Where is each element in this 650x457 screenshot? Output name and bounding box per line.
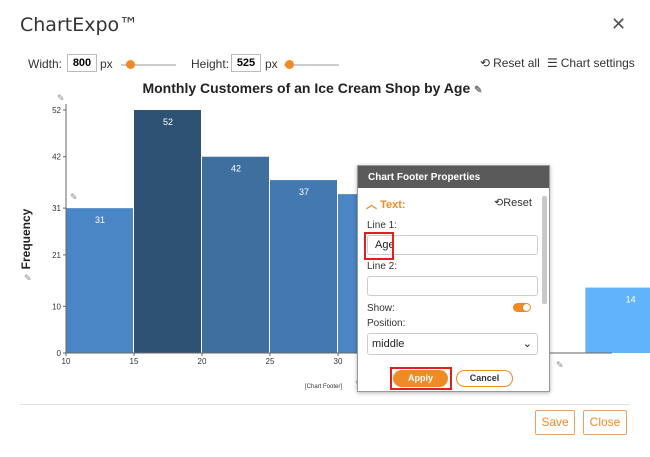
histogram-chart: 315242371401021314252101520253050✎✎✎✎✎ bbox=[24, 94, 650, 390]
pencil-icon[interactable]: ✎ bbox=[474, 85, 483, 96]
bar-data-label: 14 bbox=[626, 295, 636, 305]
y-tick-label: 42 bbox=[52, 153, 61, 162]
pencil-icon[interactable]: ✎ bbox=[24, 274, 32, 284]
chart-footer-properties-panel: Chart Footer Properties ︿ Text: ⟲Reset L… bbox=[357, 165, 550, 392]
toggle-knob bbox=[523, 304, 530, 311]
line2-input[interactable] bbox=[367, 276, 538, 296]
x-tick-label: 10 bbox=[62, 357, 71, 366]
sliders-icon: ☰ bbox=[547, 56, 558, 70]
chart-title[interactable]: Monthly Customers of an Ice Cream Shop b… bbox=[142, 80, 471, 96]
chevron-up-icon: ︿ bbox=[366, 199, 381, 211]
line1-highlight bbox=[364, 232, 394, 260]
pencil-icon[interactable]: ✎ bbox=[556, 361, 564, 371]
position-label: Position: bbox=[367, 318, 406, 329]
width-slider[interactable] bbox=[121, 60, 176, 69]
y-tick-label: 0 bbox=[57, 349, 62, 358]
pencil-icon[interactable]: ✎ bbox=[70, 193, 78, 203]
height-slider[interactable] bbox=[284, 60, 339, 69]
height-slider-knob[interactable] bbox=[285, 60, 294, 69]
line1-label: Line 1: bbox=[367, 220, 398, 231]
height-unit: px bbox=[265, 57, 278, 71]
close-icon[interactable]: ✕ bbox=[611, 14, 627, 34]
y-tick-label: 21 bbox=[52, 251, 61, 260]
y-tick-label: 31 bbox=[52, 204, 61, 213]
text-section-toggle[interactable]: ︿ Text: bbox=[366, 196, 406, 212]
line2-label: Line 2: bbox=[367, 261, 398, 272]
chart-settings-button[interactable]: ☰ Chart settings bbox=[547, 56, 635, 70]
text-section-label: Text: bbox=[380, 199, 406, 211]
save-button[interactable]: Save bbox=[535, 410, 575, 435]
y-tick-label: 52 bbox=[52, 106, 61, 115]
panel-reset-label: Reset bbox=[503, 197, 532, 209]
reset-all-label: Reset all bbox=[493, 56, 540, 70]
show-toggle[interactable] bbox=[513, 303, 531, 312]
reset-all-button[interactable]: ⟲ Reset all bbox=[480, 56, 540, 70]
footer-separator bbox=[20, 404, 630, 405]
histogram-bar bbox=[66, 208, 133, 353]
chevron-down-icon: ⌄ bbox=[522, 338, 532, 350]
show-label: Show: bbox=[367, 303, 395, 314]
height-input[interactable] bbox=[231, 54, 261, 72]
bar-data-label: 37 bbox=[299, 187, 309, 197]
line1-input[interactable] bbox=[367, 235, 538, 255]
cancel-button[interactable]: Cancel bbox=[456, 370, 513, 387]
histogram-bar bbox=[585, 287, 650, 353]
pencil-icon[interactable]: ✎ bbox=[57, 94, 65, 104]
histogram-bar bbox=[270, 180, 337, 353]
width-slider-knob[interactable] bbox=[126, 60, 135, 69]
bar-data-label: 31 bbox=[95, 215, 105, 225]
x-tick-label: 15 bbox=[130, 357, 139, 366]
app-title: ChartExpo™ bbox=[20, 14, 139, 36]
width-unit: px bbox=[100, 57, 113, 71]
panel-title: Chart Footer Properties bbox=[358, 166, 549, 188]
x-tick-label: 20 bbox=[198, 357, 207, 366]
toolbar: Width: px Height: px ⟲Reset all ☰Chart s… bbox=[0, 52, 650, 76]
histogram-bar bbox=[202, 156, 269, 353]
bar-data-label: 42 bbox=[231, 164, 241, 174]
bar-data-label: 52 bbox=[163, 117, 173, 127]
undo-icon: ⟲ bbox=[480, 56, 491, 70]
position-value: middle bbox=[372, 338, 405, 350]
y-axis-label[interactable]: Frequency bbox=[19, 208, 33, 270]
chart-title-wrap: Monthly Customers of an Ice Cream Shop b… bbox=[0, 80, 650, 96]
apply-highlight bbox=[390, 367, 452, 390]
histogram-bar bbox=[134, 110, 201, 353]
apply-button[interactable]: Apply bbox=[393, 370, 448, 387]
panel-scrollbar[interactable] bbox=[542, 196, 547, 304]
height-label: Height: bbox=[191, 57, 230, 71]
chart-settings-label: Chart settings bbox=[560, 56, 635, 70]
close-button[interactable]: Close bbox=[583, 410, 627, 435]
position-select[interactable]: middle ⌄ bbox=[367, 333, 538, 355]
x-tick-label: 30 bbox=[334, 357, 343, 366]
width-label: Width: bbox=[28, 57, 63, 71]
panel-reset-button[interactable]: ⟲Reset bbox=[494, 196, 532, 209]
width-input[interactable] bbox=[67, 54, 97, 72]
x-tick-label: 25 bbox=[266, 357, 275, 366]
chart-footer-placeholder[interactable]: [Chart Footer] bbox=[305, 384, 343, 390]
undo-icon: ⟲ bbox=[494, 197, 504, 209]
y-tick-label: 10 bbox=[52, 302, 61, 311]
